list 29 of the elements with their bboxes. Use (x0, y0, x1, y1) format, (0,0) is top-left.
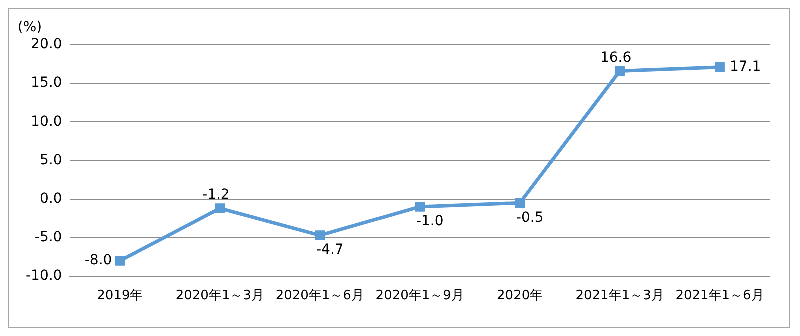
y-tick-label: 0.0 (40, 190, 62, 207)
data-label: 17.1 (730, 59, 762, 76)
point (515, 198, 526, 208)
y-tick-label: 5.0 (40, 152, 62, 168)
point (315, 230, 326, 240)
y-tick-label: 20.0 (31, 36, 62, 53)
x-tick-label: 2021年1～6月 (676, 288, 764, 304)
y-tick-label: -5.0 (34, 229, 62, 246)
data-label: -1.2 (202, 187, 230, 204)
y-axis-title: (%) (18, 20, 42, 36)
point (215, 204, 226, 214)
x-tick-label: 2020年1～6月 (276, 288, 364, 304)
y-tick-label: -10.0 (26, 268, 62, 284)
data-label: -0.5 (516, 210, 544, 226)
data-label: -4.7 (316, 242, 344, 258)
data-label: 16.6 (600, 50, 632, 66)
point (615, 66, 625, 76)
x-tick-label: 2020年1～3月 (176, 288, 264, 304)
x-tick-label: 2020年 (497, 288, 544, 304)
x-tick-label: 2020年1～9月 (376, 288, 464, 304)
y-tick-label: 15.0 (31, 75, 62, 92)
point (715, 62, 725, 72)
x-tick-label: 2021年1～3月 (576, 288, 664, 304)
data-label: -8.0 (84, 252, 112, 269)
y-tick-label: 10.0 (31, 114, 62, 130)
data-label: -1.0 (416, 214, 444, 230)
x-tick-label: 2019年 (97, 288, 144, 304)
point (115, 256, 126, 266)
point (415, 202, 426, 212)
